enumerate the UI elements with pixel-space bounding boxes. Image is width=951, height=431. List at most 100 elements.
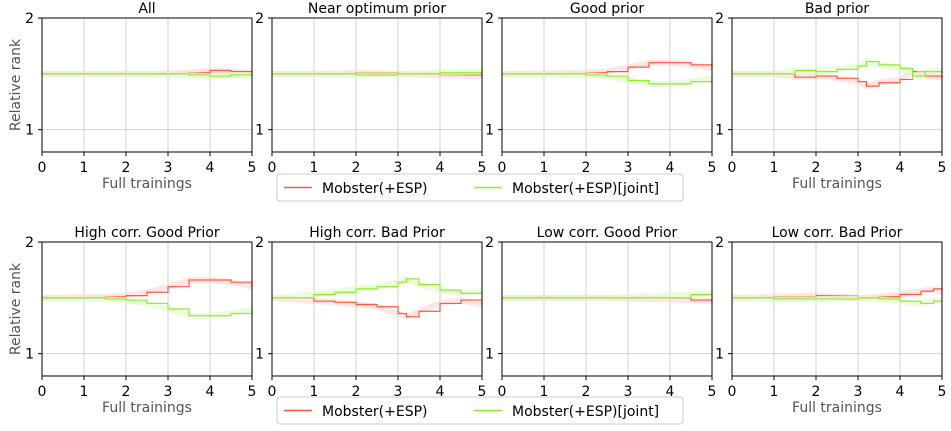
x-tick-label: 5 <box>248 160 257 176</box>
y-tick-label: 2 <box>485 11 494 27</box>
legend-label-mobster: Mobster(+ESP) <box>322 404 428 420</box>
axes-frame <box>41 241 253 377</box>
x-tick-label: 0 <box>728 384 737 400</box>
x-tick-label: 1 <box>770 160 779 176</box>
x-tick-label: 4 <box>436 384 445 400</box>
x-tick-label: 1 <box>310 384 319 400</box>
y-tick-label: 2 <box>485 235 494 251</box>
x-tick-label: 3 <box>624 160 633 176</box>
x-tick-label: 2 <box>122 160 131 176</box>
x-tick-label: 0 <box>268 384 277 400</box>
x-tick-label: 0 <box>728 160 737 176</box>
series-band-2 <box>502 70 712 87</box>
series-band-2 <box>732 294 942 307</box>
x-tick-label: 3 <box>624 384 633 400</box>
x-axis-label: Full trainings <box>792 176 882 192</box>
x-tick-label: 1 <box>540 384 549 400</box>
series-line-2 <box>42 297 253 317</box>
legend-label-joint: Mobster(+ESP)[joint] <box>512 181 659 197</box>
x-tick-label: 3 <box>164 384 173 400</box>
y-tick-label: 1 <box>485 123 494 139</box>
y-axis-label: Relative rank <box>8 38 24 131</box>
series-line-2 <box>502 73 713 85</box>
subplot-title: Bad prior <box>805 1 870 17</box>
y-tick-label: 2 <box>715 235 724 251</box>
series-line-2 <box>42 73 252 77</box>
series-line-2 <box>272 71 483 76</box>
y-tick-label: 1 <box>715 123 724 139</box>
x-tick-label: 2 <box>352 160 361 176</box>
legend-label-joint: Mobster(+ESP)[joint] <box>512 404 659 420</box>
x-tick-label: 4 <box>666 160 675 176</box>
x-tick-label: 2 <box>582 384 591 400</box>
x-tick-label: 1 <box>310 160 319 176</box>
y-tick-label: 1 <box>255 347 264 363</box>
series-line-2 <box>732 60 943 77</box>
x-tick-label: 2 <box>812 384 821 400</box>
y-tick-label: 1 <box>715 347 724 363</box>
series-band-2 <box>42 294 252 319</box>
x-axis-label: Full trainings <box>792 400 882 416</box>
x-tick-label: 5 <box>248 384 257 400</box>
axes-frame <box>731 17 943 153</box>
x-tick-label: 5 <box>708 160 717 176</box>
y-tick-label: 2 <box>255 235 264 251</box>
x-tick-label: 5 <box>938 160 947 176</box>
x-tick-label: 2 <box>812 160 821 176</box>
x-tick-label: 2 <box>122 384 131 400</box>
series-band-2 <box>272 68 482 78</box>
x-tick-label: 0 <box>498 160 507 176</box>
axes-frame <box>501 241 713 377</box>
axes-frame <box>731 241 943 377</box>
x-tick-label: 0 <box>38 384 47 400</box>
x-tick-label: 0 <box>38 160 47 176</box>
x-tick-label: 2 <box>352 384 361 400</box>
y-axis-label: Relative rank <box>8 262 24 355</box>
subplot-title: Low corr. Good Prior <box>537 225 678 241</box>
subplot-title: High corr. Good Prior <box>74 225 219 241</box>
x-tick-label: 0 <box>268 160 277 176</box>
x-tick-label: 1 <box>770 384 779 400</box>
legend-2: Mobster(+ESP) Mobster(+ESP)[joint] <box>276 396 684 425</box>
subplot-title: High corr. Bad Prior <box>309 225 445 241</box>
x-tick-label: 1 <box>540 160 549 176</box>
x-tick-label: 1 <box>80 384 89 400</box>
subplot-title: All <box>138 1 155 17</box>
x-tick-label: 5 <box>708 384 717 400</box>
x-tick-label: 3 <box>394 160 403 176</box>
y-tick-label: 1 <box>485 347 494 363</box>
x-tick-label: 3 <box>854 384 863 400</box>
x-axis-label: Full trainings <box>102 400 192 416</box>
axes-frame <box>41 17 253 153</box>
x-tick-label: 4 <box>896 160 905 176</box>
x-tick-label: 4 <box>666 384 675 400</box>
series-line-1 <box>272 297 483 318</box>
axes-frame <box>501 17 713 153</box>
y-tick-label: 1 <box>25 123 34 139</box>
subplot-title: Good prior <box>570 1 644 17</box>
x-tick-label: 4 <box>896 384 905 400</box>
series-band-1 <box>42 276 252 301</box>
x-tick-label: 1 <box>80 160 89 176</box>
x-tick-label: 4 <box>206 160 215 176</box>
y-tick-label: 1 <box>255 123 264 139</box>
x-axis-label: Full trainings <box>102 176 192 192</box>
y-tick-label: 2 <box>715 11 724 27</box>
x-tick-label: 4 <box>206 384 215 400</box>
y-tick-label: 2 <box>255 11 264 27</box>
y-tick-label: 1 <box>25 347 34 363</box>
series-line-2 <box>272 278 483 299</box>
x-tick-label: 5 <box>478 384 487 400</box>
x-tick-label: 3 <box>854 160 863 176</box>
axes-frame <box>271 17 483 153</box>
x-tick-label: 2 <box>582 160 591 176</box>
